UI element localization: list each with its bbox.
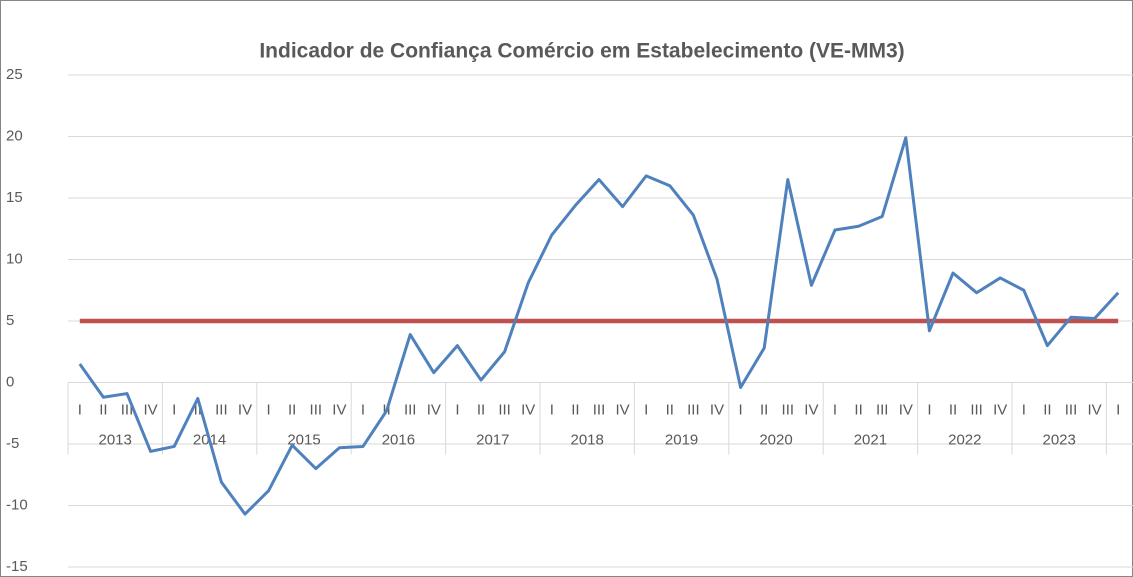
x-tick-label: I: [1022, 401, 1026, 418]
x-tick-label: III: [593, 401, 606, 418]
x-tick-label: I: [927, 401, 931, 418]
x-tick-label: I: [644, 401, 648, 418]
x-tick-label: IV: [710, 401, 724, 418]
x-tick-label: III: [121, 401, 134, 418]
x-tick-label: I: [739, 401, 743, 418]
x-tick-label: II: [99, 401, 107, 418]
x-tick-label: I: [361, 401, 365, 418]
x-tick-label: IV: [427, 401, 441, 418]
x-tick-label: II: [571, 401, 579, 418]
x-tick-label: II: [666, 401, 674, 418]
x-tick-label: IV: [616, 401, 630, 418]
y-tick-label: 0: [6, 373, 14, 390]
year-label: 2020: [759, 431, 792, 448]
x-tick-label: I: [78, 401, 82, 418]
x-tick-label: IV: [332, 401, 346, 418]
year-label: 2019: [665, 431, 698, 448]
x-tick-label: III: [782, 401, 795, 418]
series-line: [78, 136, 1120, 516]
x-tick-label: III: [876, 401, 889, 418]
x-tick-label: II: [477, 401, 485, 418]
y-tick-label: -15: [6, 558, 28, 575]
x-tick-label: IV: [1088, 401, 1102, 418]
x-tick-label: IV: [144, 401, 158, 418]
x-tick-label: III: [310, 401, 323, 418]
y-tick-label: 5: [6, 312, 14, 329]
x-tick-label: I: [455, 401, 459, 418]
x-tick-label: IV: [993, 401, 1007, 418]
x-tick-label: IV: [521, 401, 535, 418]
year-label: 2021: [854, 431, 887, 448]
x-tick-label: II: [1043, 401, 1051, 418]
year-label: 2022: [948, 431, 981, 448]
y-tick-label: -10: [6, 496, 28, 513]
x-tick-label: II: [760, 401, 768, 418]
x-tick-label: II: [288, 401, 296, 418]
x-tick-label: III: [1065, 401, 1078, 418]
x-tick-label: I: [833, 401, 837, 418]
x-tick-label: I: [1116, 401, 1120, 418]
x-tick-label: IV: [899, 401, 913, 418]
y-tick-label: -5: [6, 435, 19, 452]
x-tick-label: I: [550, 401, 554, 418]
x-tick-label: III: [970, 401, 983, 418]
chart-title: Indicador de Confiança Comércio em Estab…: [259, 40, 904, 63]
x-tick-label: I: [267, 401, 271, 418]
y-tick-label: 10: [6, 250, 23, 267]
x-tick-label: II: [949, 401, 957, 418]
y-tick-label: 25: [6, 66, 23, 83]
year-label: 2013: [99, 431, 132, 448]
y-tick-label: 15: [6, 189, 23, 206]
x-tick-label: II: [194, 401, 202, 418]
x-tick-label: III: [498, 401, 511, 418]
x-tick-label: II: [854, 401, 862, 418]
year-label: 2017: [476, 431, 509, 448]
x-tick-label: IV: [804, 401, 818, 418]
x-tick-label: IV: [238, 401, 252, 418]
x-tick-label: III: [687, 401, 700, 418]
year-label: 2015: [287, 431, 320, 448]
x-tick-label: III: [404, 401, 417, 418]
x-tick-label: I: [172, 401, 176, 418]
year-label: 2023: [1043, 431, 1076, 448]
year-label: 2018: [571, 431, 604, 448]
y-tick-label: 20: [6, 127, 23, 144]
year-label: 2016: [382, 431, 415, 448]
x-tick-label: III: [215, 401, 228, 418]
